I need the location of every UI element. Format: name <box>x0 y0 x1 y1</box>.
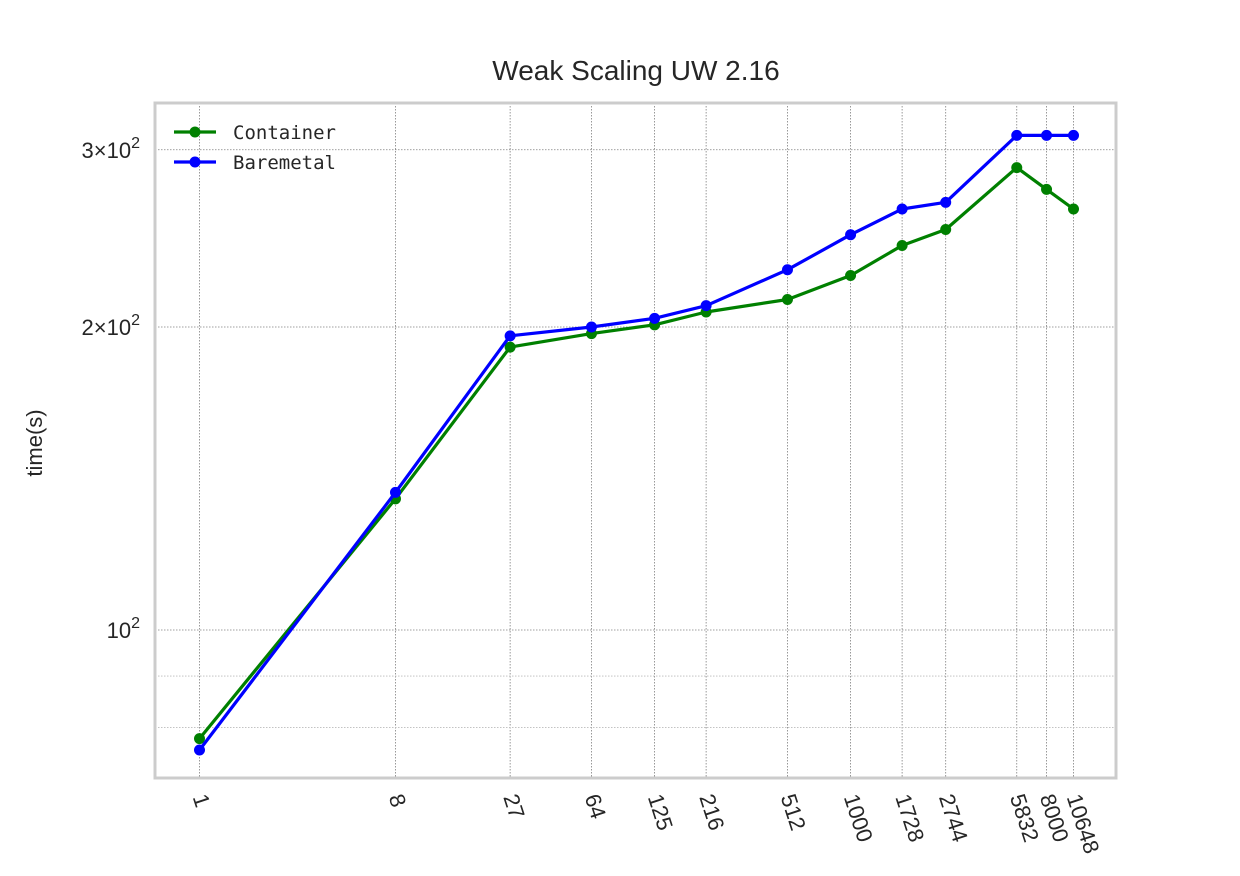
baremetal-point <box>700 300 712 312</box>
x-tick-label: 1 <box>188 791 216 810</box>
container-point <box>504 341 516 353</box>
y-axis-label: time(s) <box>22 409 47 476</box>
legend: Container Baremetal <box>174 122 336 174</box>
baremetal-point <box>781 264 793 276</box>
x-tick-label: 64 <box>580 791 611 822</box>
baremetal-point <box>1068 129 1079 141</box>
y-tick-label: 102 <box>107 615 140 643</box>
y-tick-label: 2×102 <box>82 312 141 340</box>
baremetal-point <box>845 229 857 241</box>
baremetal-point <box>389 486 401 498</box>
x-tick-label: 1000 <box>839 791 878 845</box>
x-tick-label: 2744 <box>934 791 973 845</box>
legend-marker <box>189 126 201 138</box>
legend-label: Baremetal <box>233 152 336 174</box>
x-tick-label: 27 <box>498 791 529 822</box>
legend-item-container: Container <box>174 122 336 144</box>
y-tick-labels: 102 2×102 3×102 <box>82 135 141 643</box>
baremetal-point <box>896 203 908 215</box>
container-point <box>1041 183 1053 195</box>
baremetal-point <box>649 312 661 324</box>
baremetal-point <box>940 196 952 208</box>
x-tick-label: 216 <box>694 791 729 834</box>
x-tick-label: 512 <box>776 791 811 834</box>
grid <box>155 103 1116 778</box>
chart-title: Weak Scaling UW 2.16 <box>492 55 779 86</box>
series-container <box>194 162 1079 745</box>
y-tick-label: 3×102 <box>82 135 141 163</box>
legend-item-baremetal: Baremetal <box>174 152 336 174</box>
container-point <box>1068 203 1079 215</box>
x-tick-label: 125 <box>643 791 678 834</box>
container-point <box>1011 162 1023 174</box>
container-line <box>198 166 1075 740</box>
baremetal-point <box>1041 129 1053 141</box>
container-point <box>845 270 857 282</box>
legend-marker <box>189 156 201 168</box>
series-layer <box>194 129 1079 756</box>
container-point <box>194 733 205 745</box>
container-point <box>781 293 793 305</box>
container-point <box>940 223 952 235</box>
series-baremetal <box>194 129 1079 756</box>
x-tick-label: 1728 <box>890 791 929 845</box>
baremetal-point <box>504 330 516 342</box>
baremetal-point <box>194 744 205 756</box>
legend-label: Container <box>233 122 336 144</box>
plot-frame <box>153 101 1118 780</box>
x-tick-label: 8 <box>384 791 412 810</box>
baremetal-point <box>1011 129 1023 141</box>
baremetal-point <box>585 321 597 333</box>
container-point <box>896 239 908 251</box>
